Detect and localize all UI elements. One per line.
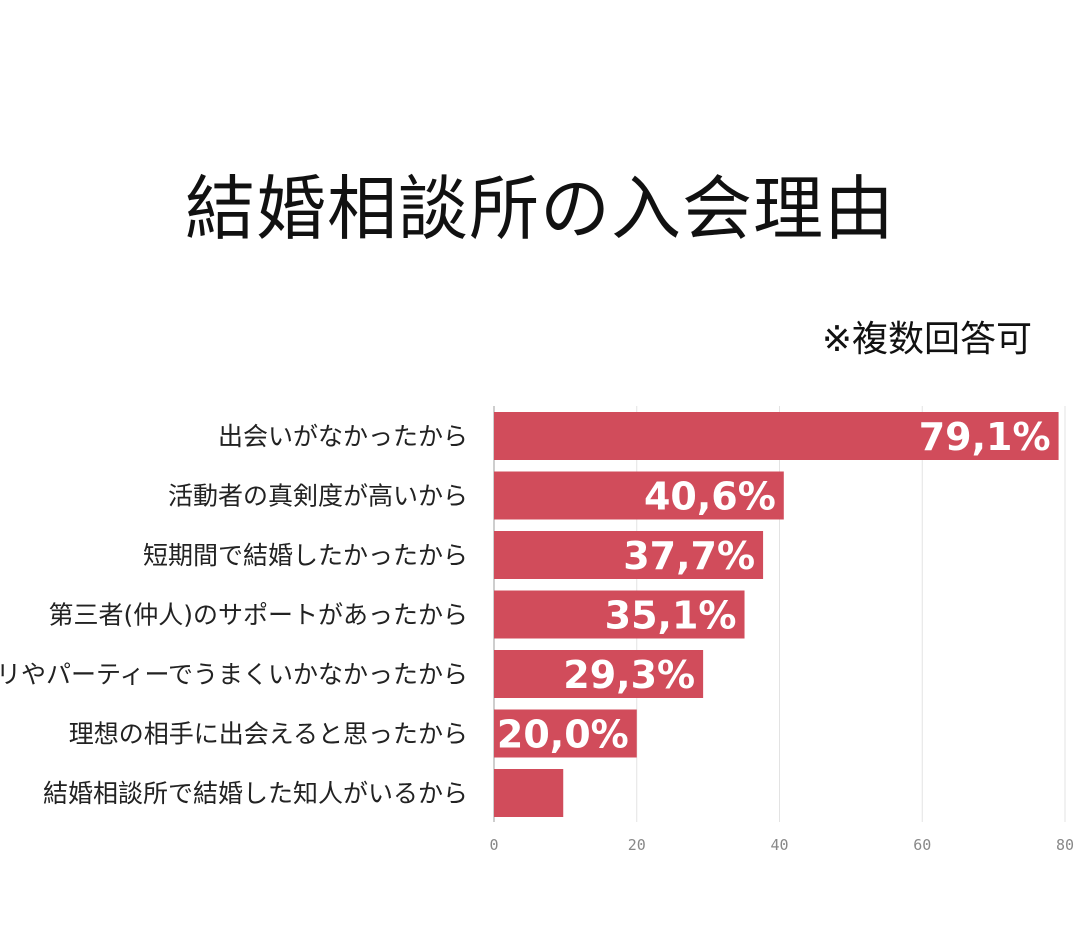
data-label: 35,1% <box>605 594 737 638</box>
data-label: 37,7% <box>623 534 755 578</box>
multiple-answer-note: ※複数回答可 <box>821 319 1032 360</box>
x-tick-label: 40 <box>770 836 788 854</box>
data-label: 79,1% <box>919 415 1051 459</box>
category-label: 結婚相談所で結婚した知人がいるから <box>43 779 468 808</box>
x-tick-label: 0 <box>489 836 498 854</box>
bar <box>494 590 745 639</box>
data-label: 40,6% <box>644 475 776 519</box>
data-label: 29,3% <box>563 653 695 697</box>
chart-title: 結婚相談所の入会理由 <box>185 168 895 250</box>
category-label: 出会いがなかったから <box>218 422 468 451</box>
x-tick-label: 80 <box>1056 836 1074 854</box>
bar <box>494 531 764 579</box>
bar <box>494 412 1059 460</box>
category-label: アプリやパーティーでうまくいかなかったから <box>0 660 468 689</box>
category-label: 理想の相手に出会えると思ったから <box>69 720 468 749</box>
category-label: 第三者(仲人)のサポートがあったから <box>48 601 468 630</box>
bar <box>494 769 564 817</box>
bar <box>494 709 637 758</box>
bar <box>494 471 784 520</box>
category-label: 短期間で結婚したかったから <box>143 541 468 570</box>
bar <box>494 650 704 698</box>
category-label: 活動者の真剣度が高いから <box>168 482 468 511</box>
data-label: 20,0% <box>497 713 629 757</box>
x-tick-label: 60 <box>913 836 931 854</box>
x-tick-label: 20 <box>628 836 646 854</box>
